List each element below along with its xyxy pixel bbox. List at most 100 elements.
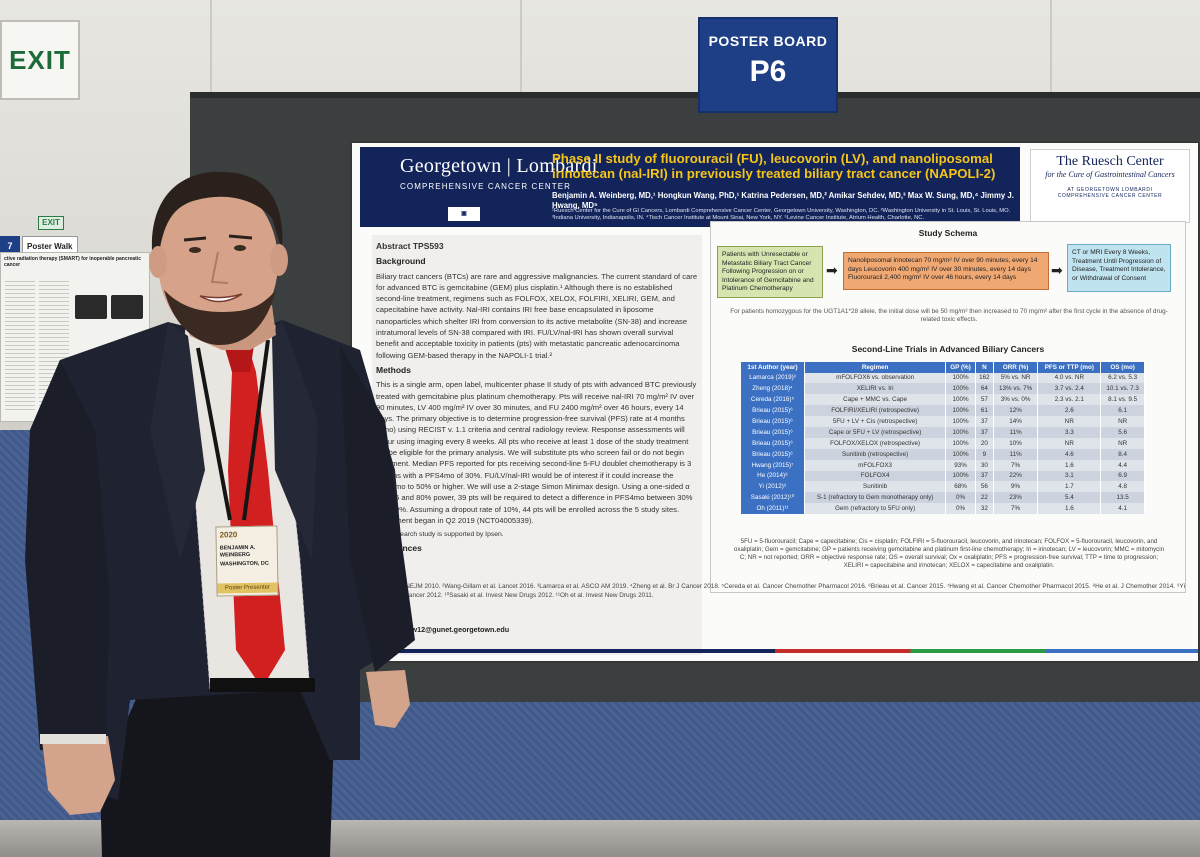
table-cell: 22 [975, 492, 994, 504]
scan-image [111, 295, 143, 319]
table-cell: 61 [975, 405, 994, 417]
table-cell: FOLFOX/XELOX (retrospective) [804, 437, 947, 449]
table-cell: Oh (2011)¹¹ [741, 503, 805, 515]
methods-text: This is a single arm, open label, multic… [376, 380, 697, 525]
table-cell: NR [1037, 416, 1102, 427]
table-cell: 20 [975, 437, 994, 449]
table-cell: 37 [975, 416, 994, 427]
table-cell: 9 [975, 448, 994, 460]
ruesch-center-logo: The Ruesch Center for the Cure of Gastro… [1030, 149, 1190, 223]
arrow-right-icon: ➡ [826, 262, 838, 278]
support-text: This research study is supported by Ipse… [376, 531, 504, 539]
table-cell: Cereda (2016)⁵ [741, 394, 805, 406]
table-cell: 11% [993, 426, 1039, 438]
schema-box-followup: CT or MRI Every 8 Weeks, Treatment Until… [1067, 244, 1171, 292]
table-cell: 37 [975, 470, 994, 482]
table-cell: 4.6 [1037, 448, 1102, 460]
table-cell: FOLFIRI/XELIRI (retrospective) [804, 405, 947, 417]
table-row: Brieau (2015)⁶ 5FU + LV + Cis (retrospect… [741, 416, 1145, 427]
badge-city: WASHINGTON, DC [220, 560, 269, 568]
poster-board-tag: 7 [0, 236, 20, 256]
table-cell: 162 [975, 372, 994, 384]
table-cell: Cape or 5FU + LV (retrospective) [804, 426, 947, 438]
table-cell: Brieau (2015)⁶ [741, 405, 805, 417]
table-cell: 5% vs. NR [993, 372, 1039, 384]
table-row: Brieau (2015)⁶ Sunitinib (retrospective) 1… [741, 448, 1145, 460]
table-cell: 32 [975, 503, 994, 515]
table-header-cell: Regimen [804, 362, 947, 373]
background-text: Biliary tract cancers (BTCs) are rare an… [376, 271, 698, 360]
table-cell: Brieau (2015)⁶ [741, 426, 805, 438]
table-cell: 7% [993, 459, 1039, 471]
table-cell: 3.3 [1037, 426, 1102, 438]
table-cell: He (2014)⁸ [741, 470, 805, 482]
table-cell: 3% vs. 0% [993, 394, 1039, 406]
table-cell: 100% [945, 405, 976, 417]
poster-affiliations: ¹Ruesch Center for the Cure of GI Cancer… [552, 208, 1011, 221]
contact-email: Contact: baw12@gunet.georgetown.edu [372, 625, 510, 634]
badge-name: BENJAMIN A. WEINBERG [219, 544, 256, 559]
institution-subtitle: COMPREHENSIVE CANCER CENTER [400, 182, 572, 191]
table-cell: 100% [945, 383, 976, 395]
poster-right-column: Study Schema Patients with Unresectable … [710, 221, 1186, 593]
research-poster: Georgetown | Lombardi COMPREHENSIVE CANC… [352, 143, 1198, 661]
table-cell: 100% [945, 448, 976, 460]
table-cell: 100% [945, 437, 976, 449]
table-cell: 3.7 vs. 2.4 [1037, 383, 1102, 395]
text-column [39, 281, 69, 411]
ruesch-affiliation: AT GEORGETOWN LOMBARDI [1067, 187, 1153, 193]
poster-board-tag-number: 7 [7, 241, 13, 251]
table-cell: 100% [945, 394, 976, 406]
methods-heading: Methods [376, 364, 411, 375]
table-cell: 11% [993, 448, 1039, 460]
table-cell: Sunitinib (retrospective) [804, 448, 947, 460]
table-cell: 68% [945, 481, 976, 493]
exit-sign-text: EXIT [9, 44, 71, 75]
table-cell: 0% [945, 492, 976, 504]
table-cell: 4.4 [1100, 459, 1145, 471]
abbreviations: 5FU = 5-fluorouracil; Cape = capecitabin… [733, 538, 1165, 569]
table-row: Brieau (2015)⁶ FOLFOX/XELOX (retrospectiv… [741, 437, 1145, 449]
table-cell: 1.7 [1037, 481, 1102, 493]
scan-image [75, 295, 107, 319]
table-cell: 57 [975, 394, 994, 406]
table-cell: 6.9 [1100, 470, 1145, 482]
table-cell: Brieau (2015)⁶ [741, 448, 805, 460]
trials-table: 1st Author (year) Regimen GP (%) N ORR (%) PF… [741, 362, 1145, 515]
table-cell: NR [1100, 437, 1145, 449]
table-cell: 8.1 vs. 9.5 [1100, 394, 1145, 406]
schema-title: Study Schema [918, 228, 978, 238]
text-column [5, 281, 35, 411]
institution-logo: ▣ [448, 207, 480, 221]
table-cell: Sasaki (2012)¹⁰ [741, 492, 805, 504]
table-cell: 100% [945, 416, 976, 427]
table-cell: Sunitinib [804, 481, 947, 493]
panel-post [342, 600, 360, 760]
poster-board-sign: POSTER BOARD P6 [698, 17, 838, 113]
table-cell: Gem (refractory to 5FU only) [804, 503, 947, 515]
table-cell: XELIRI vs. Iri [804, 383, 947, 395]
table-row: Oh (2011)¹¹ Gem (refractory to 5FU only) 0… [741, 503, 1145, 515]
table-cell: 5.4 [1037, 492, 1102, 504]
table-row: Sasaki (2012)¹⁰ S-1 (refractory to Gem mo… [741, 492, 1145, 504]
schema-note: For patients homozygous for the UGT1A1*2… [730, 308, 1168, 323]
wall-seam [1050, 0, 1052, 120]
table-header-cell: PFS or TTP (mo) [1037, 362, 1102, 373]
background-poster-title: ctive radiation therapy (SMART) for inop… [4, 256, 141, 268]
table-cell: 4.1 [1100, 503, 1145, 515]
table-title: Second-Line Trials in Advanced Biliary C… [851, 344, 1045, 354]
table-cell: 2.6 [1037, 405, 1102, 417]
table-cell: NR [1100, 416, 1145, 427]
table-cell: Brieau (2015)⁶ [741, 437, 805, 449]
table-cell: 9% [993, 481, 1039, 493]
color-stripe [352, 649, 1198, 653]
poster-left-column: Abstract TPS593 Background Biliary tract… [372, 235, 702, 655]
table-cell: Lamarca (2019)³ [741, 372, 805, 384]
table-cell: 6.2 vs. 5.3 [1100, 372, 1145, 384]
table-cell: 4.0 vs. NR [1037, 372, 1102, 384]
wall-seam [210, 0, 212, 120]
ruesch-subtitle: for the Cure of Gastrointestinal Cancers [1045, 170, 1175, 179]
schema-box-treatment: Nanoliposomal irinotecan 70 mg/m² IV ove… [843, 252, 1049, 290]
table-cell: 3.1 [1037, 470, 1102, 482]
table-cell: 10% [993, 437, 1039, 449]
